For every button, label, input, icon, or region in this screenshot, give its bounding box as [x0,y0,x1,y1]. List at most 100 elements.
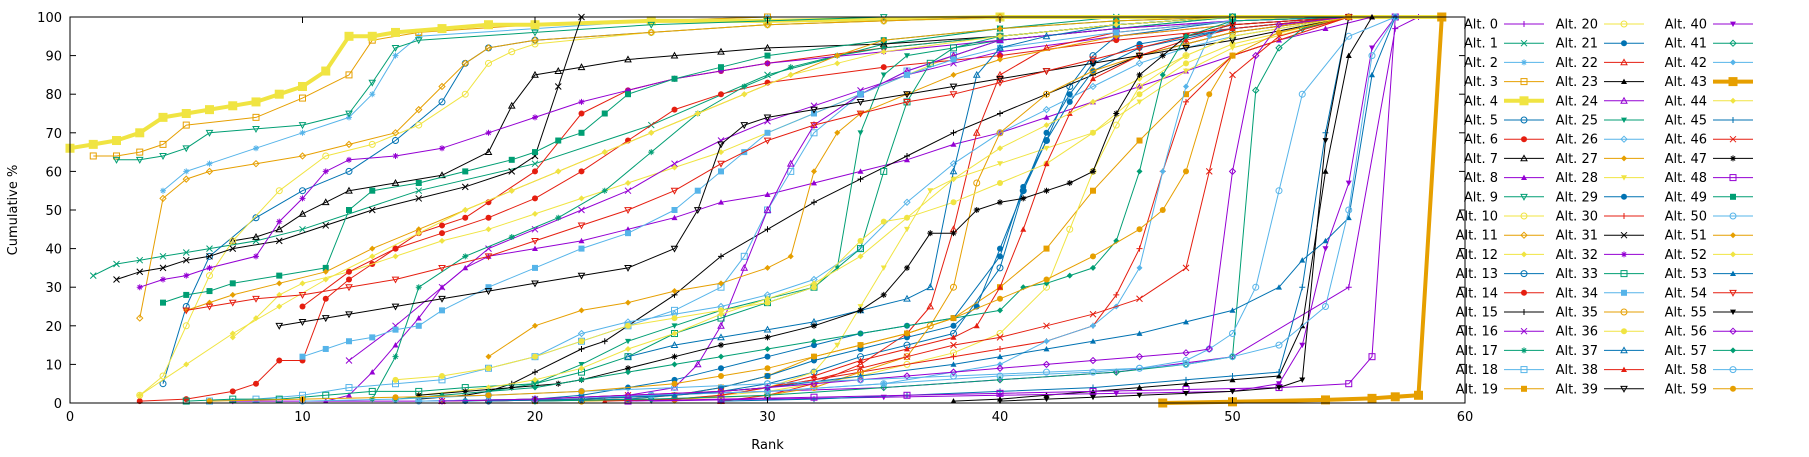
series-alt-19 [532,14,1352,405]
data-point [462,168,469,175]
data-point [531,160,539,168]
legend-label: Alt. 9 [1464,190,1498,205]
data-point [346,338,352,345]
legend-marker [1730,193,1736,200]
y-tick-label: 0 [54,397,62,412]
data-point [532,245,538,251]
legend-entry: Alt. 30 [1556,210,1644,225]
data-point [531,225,539,233]
legend-marker [1620,135,1628,143]
data-point [1276,381,1282,387]
legend-label: Alt. 48 [1665,171,1707,186]
data-point [647,21,656,29]
data-point [345,357,353,364]
series-line [302,16,1349,358]
data-point [1206,91,1213,98]
legend-marker [1520,327,1528,335]
data-point [996,129,1004,137]
data-point [1090,168,1096,175]
data-point [1090,338,1096,344]
data-point [508,187,515,194]
data-point [532,264,538,271]
legend-marker [1521,309,1527,315]
data-point [183,168,190,175]
data-point [1113,37,1120,44]
legend-label: Alt. 45 [1665,114,1707,129]
data-point [252,232,260,240]
data-point [275,237,283,245]
data-point [811,284,817,291]
data-point [1368,353,1376,361]
legend-label: Alt. 57 [1665,344,1707,359]
legend-label: Alt. 56 [1665,325,1707,340]
legend-entry: Alt. 42 [1665,56,1753,71]
data-point [346,268,352,275]
legend-marker [1521,289,1527,296]
series-alt-43 [1158,12,1447,408]
data-point [508,156,515,163]
data-point [1275,44,1283,52]
data-point [1089,82,1097,91]
data-point [764,345,771,352]
data-point [1182,360,1190,368]
legend-label: Alt. 38 [1556,363,1598,378]
data-point [1090,384,1096,391]
data-point [461,90,469,98]
data-point [136,148,144,156]
legend-marker [1730,309,1736,315]
data-point [624,187,632,195]
data-point [1090,187,1096,194]
data-point [741,83,748,90]
data-point [950,334,957,340]
data-point [671,288,678,295]
legend-marker [1730,97,1736,104]
data-point [485,129,492,136]
data-point [391,27,400,37]
legend-entry: Alt. 21 [1556,37,1644,52]
legend-marker [1519,96,1529,106]
data-point [530,20,540,30]
series-line [418,16,1349,400]
legend-entry: Alt. 2 [1464,56,1544,71]
legend-label: Alt. 58 [1665,363,1707,378]
data-point [1066,98,1073,105]
data-point [1090,129,1096,136]
series-alt-11 [136,13,1004,322]
data-point [950,283,957,291]
data-point [462,207,469,213]
data-point [671,160,678,168]
data-point [1043,368,1050,376]
x-tick-label: 10 [294,410,311,425]
legend-marker [1729,289,1737,297]
data-point [926,322,934,330]
legend-label: Alt. 47 [1665,152,1707,167]
data-point [368,79,377,87]
data-point [1299,284,1306,291]
data-point [1159,52,1166,59]
legend-entry: Alt. 46 [1665,133,1753,148]
data-point [206,264,213,271]
data-point [158,112,168,122]
data-point [1229,52,1236,59]
data-point [391,129,400,137]
data-point [1345,380,1353,388]
data-point [718,168,724,175]
data-point [484,148,493,155]
data-point [298,319,307,326]
legend-label: Alt. 22 [1556,56,1598,71]
series-line [186,16,1233,402]
data-point [857,245,864,253]
data-point [950,361,957,367]
legend-marker [1521,136,1527,143]
data-point [717,333,725,341]
legend-label: Alt. 37 [1556,344,1598,359]
legend-marker [1521,21,1527,27]
data-point [438,98,446,106]
legend-marker [1730,117,1736,123]
data-point [1135,52,1144,60]
data-point [276,303,283,310]
data-point [601,149,608,156]
data-point [485,353,492,360]
data-point [693,207,702,215]
data-point [904,264,910,271]
